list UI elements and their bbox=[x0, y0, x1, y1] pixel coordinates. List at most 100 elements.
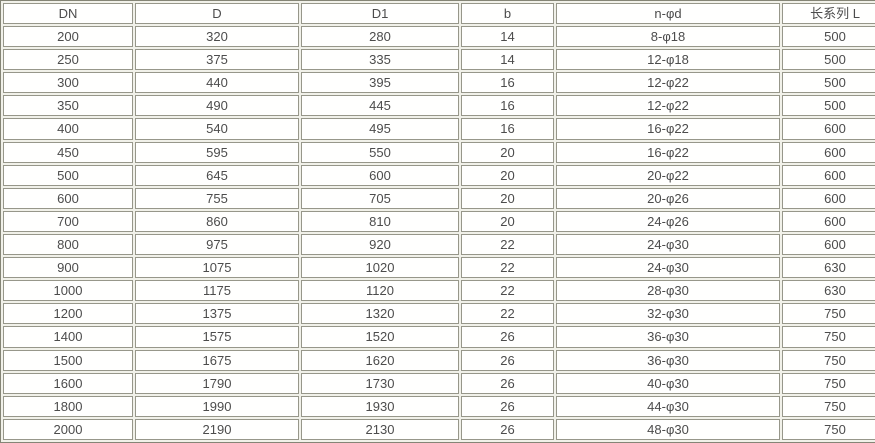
table-cell: 1375 bbox=[135, 303, 299, 325]
table-cell: 250 bbox=[3, 49, 133, 71]
table-cell: 350 bbox=[3, 95, 133, 117]
table-row: 450 595 550 20 16-φ22 600 bbox=[3, 141, 875, 163]
table-cell: 20-φ26 bbox=[556, 187, 780, 209]
table-cell: 600 bbox=[3, 187, 133, 209]
table-cell: 24-φ26 bbox=[556, 210, 780, 232]
table-cell: 1400 bbox=[3, 326, 133, 348]
table-row: 1600 1790 1730 26 40-φ30 750 bbox=[3, 372, 875, 394]
table-cell: 900 bbox=[3, 257, 133, 279]
table-cell: 600 bbox=[782, 233, 875, 256]
table-cell: 750 bbox=[782, 395, 875, 417]
table-cell: 600 bbox=[782, 141, 875, 163]
table-cell: 750 bbox=[782, 418, 875, 440]
table-cell: 20 bbox=[461, 210, 554, 232]
table-cell: 600 bbox=[301, 164, 459, 186]
table-row: 500 645 600 20 20-φ22 600 bbox=[3, 164, 875, 186]
table-cell: 16-φ22 bbox=[556, 141, 780, 163]
table-row: 1000 1175 1120 22 28-φ30 630 bbox=[3, 280, 875, 302]
table-cell: 200 bbox=[3, 26, 133, 48]
table-cell: 400 bbox=[3, 118, 133, 140]
table-cell: 1020 bbox=[301, 257, 459, 279]
table-cell: 495 bbox=[301, 118, 459, 140]
table-cell: 16 bbox=[461, 118, 554, 140]
column-header-n-phi-d: n-φd bbox=[556, 3, 780, 24]
table-cell: 860 bbox=[135, 210, 299, 232]
table-cell: 630 bbox=[782, 257, 875, 279]
table-cell: 1520 bbox=[301, 326, 459, 348]
table-cell: 700 bbox=[3, 210, 133, 232]
table-row: 400 540 495 16 16-φ22 600 bbox=[3, 118, 875, 140]
table-cell: 335 bbox=[301, 49, 459, 71]
table-cell: 16-φ22 bbox=[556, 118, 780, 140]
table-cell: 20 bbox=[461, 187, 554, 209]
table-cell: 975 bbox=[135, 233, 299, 256]
table-cell: 1600 bbox=[3, 372, 133, 394]
table-row: 700 860 810 20 24-φ26 600 bbox=[3, 210, 875, 232]
table-cell: 26 bbox=[461, 349, 554, 371]
column-header-d: D bbox=[135, 3, 299, 24]
column-header-b: b bbox=[461, 3, 554, 24]
table-cell: 920 bbox=[301, 233, 459, 256]
table-cell: 450 bbox=[3, 141, 133, 163]
table-row: 300 440 395 16 12-φ22 500 bbox=[3, 72, 875, 94]
table-cell: 500 bbox=[782, 26, 875, 48]
table-cell: 1575 bbox=[135, 326, 299, 348]
table-cell: 2130 bbox=[301, 418, 459, 440]
table-cell: 750 bbox=[782, 303, 875, 325]
table-cell: 280 bbox=[301, 26, 459, 48]
table-cell: 1790 bbox=[135, 372, 299, 394]
table-cell: 26 bbox=[461, 372, 554, 394]
table-cell: 750 bbox=[782, 372, 875, 394]
table-cell: 540 bbox=[135, 118, 299, 140]
table-row: 1400 1575 1520 26 36-φ30 750 bbox=[3, 326, 875, 348]
table-cell: 600 bbox=[782, 118, 875, 140]
table-cell: 40-φ30 bbox=[556, 372, 780, 394]
table-cell: 1075 bbox=[135, 257, 299, 279]
table-cell: 445 bbox=[301, 95, 459, 117]
column-header-series-l: 长系列 L bbox=[782, 3, 875, 24]
table-row: 350 490 445 16 12-φ22 500 bbox=[3, 95, 875, 117]
table-cell: 1175 bbox=[135, 280, 299, 302]
table-cell: 26 bbox=[461, 418, 554, 440]
table-cell: 26 bbox=[461, 326, 554, 348]
table-cell: 490 bbox=[135, 95, 299, 117]
table-cell: 595 bbox=[135, 141, 299, 163]
table-row: 250 375 335 14 12-φ18 500 bbox=[3, 49, 875, 71]
table-cell: 16 bbox=[461, 95, 554, 117]
column-header-dn: DN bbox=[3, 3, 133, 24]
table-cell: 22 bbox=[461, 257, 554, 279]
table-row: 1800 1990 1930 26 44-φ30 750 bbox=[3, 395, 875, 417]
table-cell: 1320 bbox=[301, 303, 459, 325]
table-cell: 14 bbox=[461, 49, 554, 71]
table-cell: 48-φ30 bbox=[556, 418, 780, 440]
table-cell: 24-φ30 bbox=[556, 257, 780, 279]
table-cell: 750 bbox=[782, 326, 875, 348]
table-row: 1500 1675 1620 26 36-φ30 750 bbox=[3, 349, 875, 371]
table-cell: 755 bbox=[135, 187, 299, 209]
table-cell: 1730 bbox=[301, 372, 459, 394]
table-cell: 22 bbox=[461, 280, 554, 302]
table-cell: 1000 bbox=[3, 280, 133, 302]
table-cell: 26 bbox=[461, 395, 554, 417]
table-cell: 24-φ30 bbox=[556, 233, 780, 256]
table-cell: 20 bbox=[461, 141, 554, 163]
column-header-d1: D1 bbox=[301, 3, 459, 24]
table-cell: 1500 bbox=[3, 349, 133, 371]
table-cell: 28-φ30 bbox=[556, 280, 780, 302]
table-cell: 705 bbox=[301, 187, 459, 209]
table-cell: 500 bbox=[3, 164, 133, 186]
table-cell: 500 bbox=[782, 72, 875, 94]
table-cell: 22 bbox=[461, 303, 554, 325]
table-cell: 500 bbox=[782, 49, 875, 71]
table-row: 600 755 705 20 20-φ26 600 bbox=[3, 187, 875, 209]
header-row: DN D D1 b n-φd 长系列 L bbox=[3, 3, 875, 24]
table-row: 800 975 920 22 24-φ30 600 bbox=[3, 233, 875, 256]
table-cell: 600 bbox=[782, 210, 875, 232]
table-cell: 500 bbox=[782, 95, 875, 117]
table-cell: 2190 bbox=[135, 418, 299, 440]
table-cell: 32-φ30 bbox=[556, 303, 780, 325]
table-cell: 320 bbox=[135, 26, 299, 48]
table-cell: 36-φ30 bbox=[556, 326, 780, 348]
table-row: 900 1075 1020 22 24-φ30 630 bbox=[3, 257, 875, 279]
